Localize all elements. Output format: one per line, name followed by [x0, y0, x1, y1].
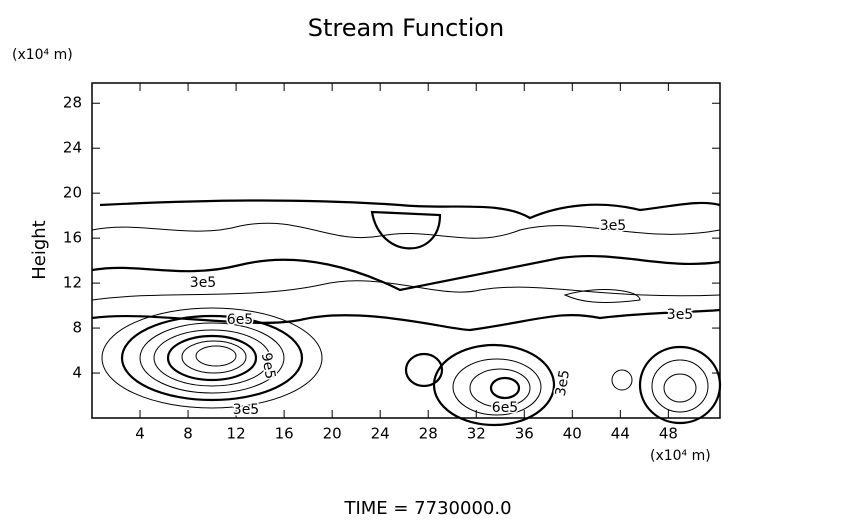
contour-label: 3e5 [667, 307, 693, 323]
chart-title: Stream Function [308, 14, 505, 42]
footer: TIME = 7730000.0 [343, 498, 511, 519]
x-unit: (x10⁴ m) [650, 448, 711, 464]
contour-label: 3e5 [190, 275, 216, 291]
contour-label: 3e5 [600, 218, 626, 234]
x-tick-label: 4 [135, 425, 145, 443]
y-unit: (x10⁴ m) [12, 47, 73, 63]
x-tick-label: 8 [183, 425, 193, 443]
x-tick-label: 40 [563, 425, 582, 443]
y-tick-label: 16 [63, 229, 82, 247]
contour-label: 3e5 [553, 369, 573, 398]
x-tick-label: 24 [371, 425, 390, 443]
contour-label: 6e5 [227, 312, 253, 328]
x-tick-label: 48 [659, 425, 678, 443]
x-tick-label: 16 [275, 425, 294, 443]
contour-label: 3e5 [233, 402, 259, 418]
y-tick-label: 12 [63, 274, 82, 292]
x-tick-label: 32 [467, 425, 486, 443]
x-tick-label: 20 [323, 425, 342, 443]
x-tick-label: 36 [515, 425, 534, 443]
contour-label: 9e5 [258, 352, 278, 381]
y-tick-label: 20 [63, 184, 82, 202]
plot-frame [91, 82, 721, 419]
x-tick-label: 12 [227, 425, 246, 443]
contours [91, 199, 722, 427]
y-label: Height [29, 220, 50, 280]
y-tick-label: 28 [63, 94, 82, 112]
y-tick-label: 4 [72, 364, 82, 382]
x-tick-label: 44 [611, 425, 630, 443]
y-tick-label: 24 [63, 139, 82, 157]
x-tick-label: 28 [419, 425, 438, 443]
y-tick-label: 8 [72, 319, 82, 337]
contour-label: 6e5 [492, 400, 518, 416]
